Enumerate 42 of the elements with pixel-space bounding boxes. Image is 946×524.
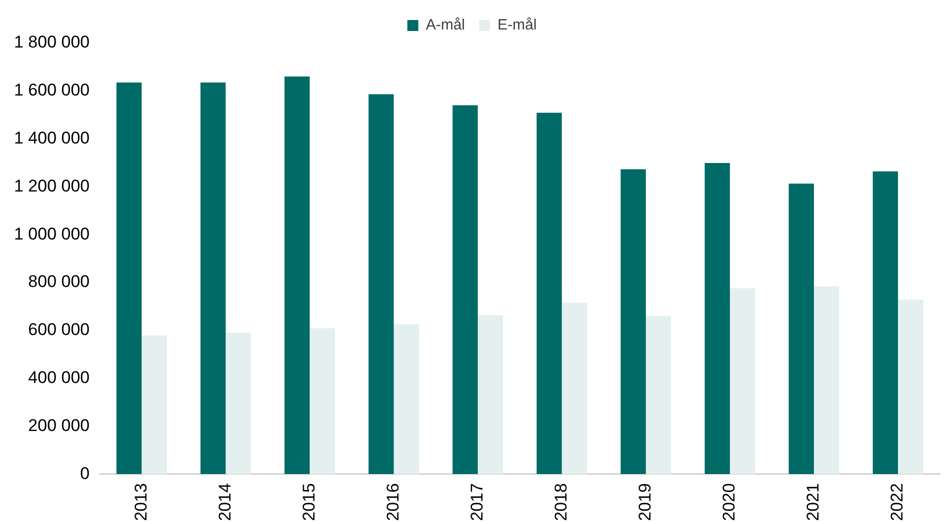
x-tick-label: 2015 [299, 483, 318, 522]
y-tick-label: 1 600 000 [14, 80, 90, 100]
x-tick-label: 2014 [215, 483, 234, 522]
bar [200, 82, 226, 474]
bar [704, 163, 730, 474]
x-tick-label: 2013 [131, 483, 150, 522]
x-tick-label: 2016 [383, 483, 402, 522]
y-tick-label: 0 [80, 464, 90, 483]
y-tick-label: 200 000 [28, 416, 90, 435]
bar [368, 94, 394, 474]
y-tick-label: 1 000 000 [14, 224, 90, 244]
y-tick-label: 1 800 000 [14, 32, 90, 52]
bar [116, 82, 142, 474]
bar [646, 316, 672, 474]
bar [142, 335, 167, 474]
x-tick-label: 2018 [552, 483, 571, 522]
y-tick-label: 1 400 000 [14, 128, 90, 148]
y-tick-label: 800 000 [28, 272, 90, 292]
y-tick-label: 1 200 000 [14, 176, 90, 196]
legend-label: E-mål [498, 16, 537, 34]
x-tick-label: 2020 [720, 483, 739, 522]
bar [478, 315, 504, 474]
bar [730, 288, 756, 474]
bar [788, 184, 814, 474]
bar [620, 169, 646, 474]
y-tick-label: 600 000 [28, 320, 90, 340]
x-tick-label: 2021 [804, 483, 823, 522]
x-tick-label: 2017 [467, 483, 486, 522]
bar [310, 328, 335, 474]
x-tick-label: 2022 [888, 483, 907, 522]
y-tick-label: 400 000 [28, 368, 90, 388]
bar [226, 332, 251, 474]
bar [284, 76, 310, 474]
bar [898, 300, 924, 474]
bar [814, 286, 840, 474]
bar [394, 324, 419, 474]
bar [872, 171, 898, 474]
bar [562, 302, 588, 474]
bar [536, 112, 562, 474]
x-tick-label: 2019 [636, 483, 655, 522]
bar [452, 105, 478, 474]
legend-label: A-mål [426, 16, 465, 34]
